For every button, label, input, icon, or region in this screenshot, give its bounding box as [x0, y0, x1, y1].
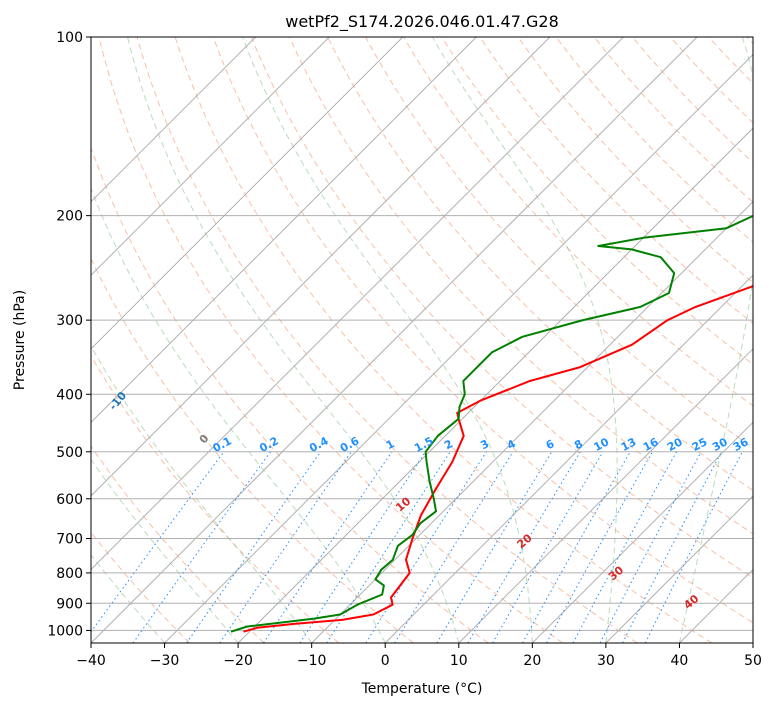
y-tick-label: 600: [56, 492, 83, 508]
y-tick-label: 400: [56, 387, 83, 403]
x-tick-label: 30: [597, 653, 615, 669]
y-tick-label: 900: [56, 596, 83, 612]
x-tick-label: 40: [671, 653, 689, 669]
x-tick-label: −30: [150, 653, 180, 669]
y-tick-label: 200: [56, 209, 83, 225]
x-tick-label: 50: [744, 653, 762, 669]
x-tick-label: 0: [381, 653, 390, 669]
y-tick-label: 300: [56, 313, 83, 329]
y-tick-label: 800: [56, 566, 83, 582]
y-tick-label: 700: [56, 532, 83, 548]
x-tick-label: 20: [523, 653, 541, 669]
y-tick-label: 1000: [47, 623, 83, 639]
x-tick-label: 10: [450, 653, 468, 669]
chart-title: wetPf2_S174.2026.046.01.47.G28: [285, 12, 559, 32]
y-tick-label: 100: [56, 30, 83, 46]
x-tick-label: −20: [223, 653, 253, 669]
y-tick-label: 500: [56, 445, 83, 461]
x-tick-label: −10: [297, 653, 327, 669]
x-tick-label: −40: [76, 653, 106, 669]
y-axis-title: Pressure (hPa): [12, 290, 28, 390]
x-axis-title: Temperature (°C): [361, 681, 483, 697]
